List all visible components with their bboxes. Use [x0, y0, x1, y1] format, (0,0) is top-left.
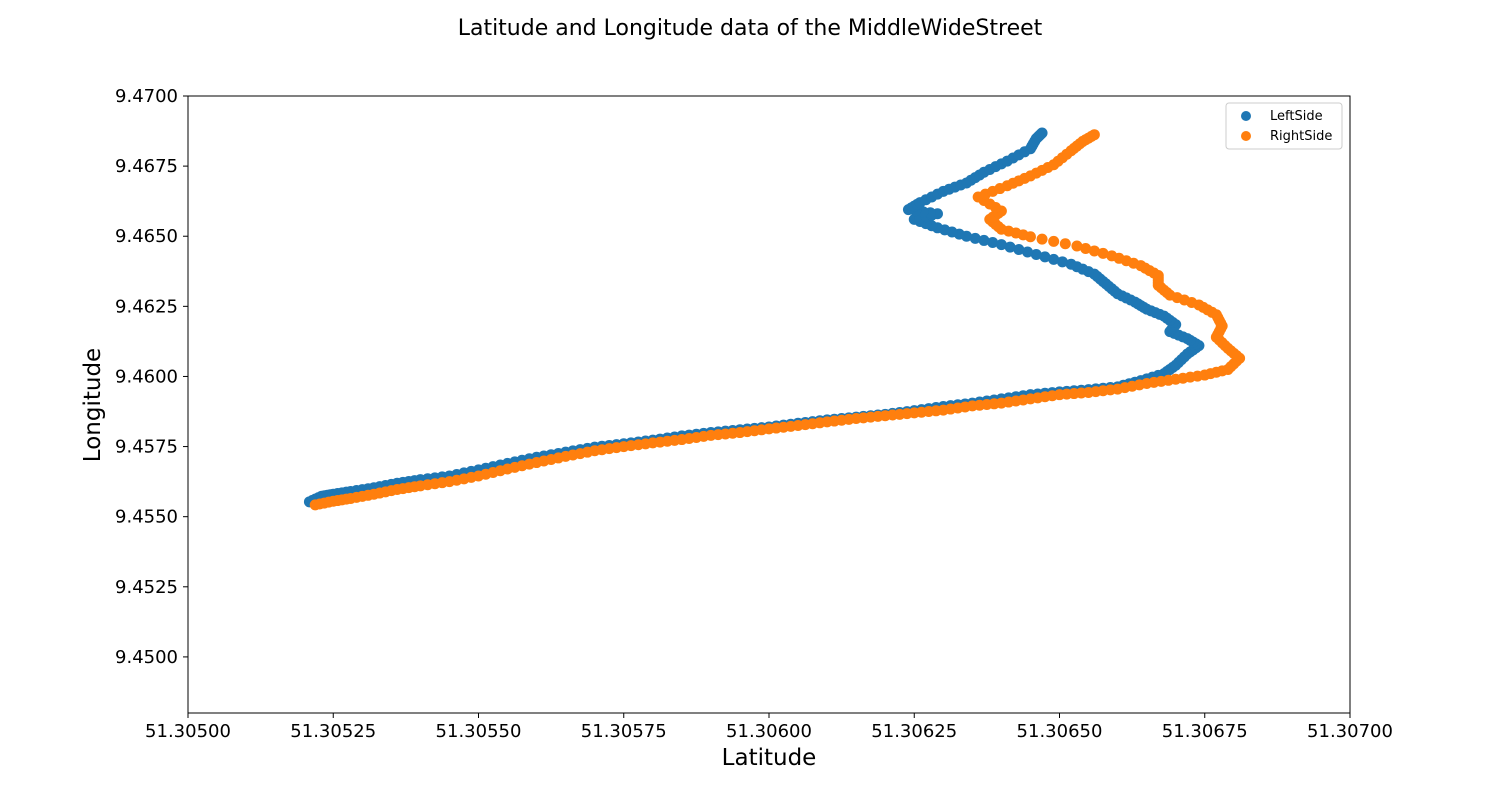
series-layer — [303, 127, 1246, 511]
x-axis-ticks: 51.30500 51.30525 51.30550 51.30575 51.30600… — [145, 713, 1393, 742]
legend-label-leftside: LeftSide — [1270, 109, 1323, 124]
scatter-point — [1004, 241, 1016, 253]
scatter-point — [1059, 238, 1071, 250]
y-axis-ticks: 9.4500 9.4525 9.4550 9.4575 9.4600 9.4625 9.46… — [115, 86, 188, 668]
scatter-point — [1022, 246, 1034, 258]
scatter-point — [987, 237, 999, 249]
y-tick-label: 9.4500 — [115, 647, 178, 668]
scatter-point — [1036, 233, 1048, 245]
series-rightside — [309, 129, 1246, 511]
plot-area-frame — [187, 95, 1351, 714]
y-tick-label: 9.4550 — [115, 507, 178, 528]
scatter-point — [1030, 248, 1042, 260]
scatter-point — [1048, 253, 1060, 265]
scatter-point — [1088, 129, 1100, 141]
scatter-point — [1048, 235, 1060, 247]
y-tick-label: 9.4650 — [115, 226, 178, 247]
scatter-point — [1013, 244, 1025, 256]
scatter-point — [1056, 256, 1068, 268]
scatter-point — [1080, 243, 1092, 254]
scatter-point — [1065, 258, 1077, 270]
legend-label-rightside: RightSide — [1270, 129, 1332, 144]
legend-marker-leftside — [1241, 111, 1251, 121]
chart-title: Latitude and Longitude data of the Middl… — [458, 16, 1043, 41]
legend-frame — [1225, 102, 1343, 150]
legend-marker-rightside — [1241, 131, 1251, 141]
x-tick-label: 51.30550 — [436, 721, 522, 742]
x-tick-label: 51.30700 — [1307, 721, 1393, 742]
scatter-point — [1088, 245, 1100, 257]
x-tick-label: 51.30525 — [290, 721, 376, 742]
y-tick-label: 9.4700 — [115, 86, 178, 107]
x-tick-label: 51.30650 — [1017, 721, 1103, 742]
scatter-point — [1036, 127, 1048, 139]
x-tick-label: 51.30500 — [145, 721, 231, 742]
scatter-point — [1071, 240, 1083, 252]
x-tick-label: 51.30625 — [871, 721, 957, 742]
legend: LeftSide RightSide — [1225, 102, 1343, 150]
x-tick-label: 51.30675 — [1162, 721, 1248, 742]
y-tick-label: 9.4625 — [115, 296, 178, 317]
y-tick-label: 9.4600 — [115, 366, 178, 387]
y-tick-label: 9.4675 — [115, 156, 178, 177]
scatter-point — [1039, 251, 1051, 263]
y-axis-label: Longitude — [80, 348, 106, 462]
x-axis-label: Latitude — [722, 745, 817, 771]
y-tick-label: 9.4575 — [115, 437, 178, 458]
x-tick-label: 51.30575 — [581, 721, 667, 742]
scatter-point — [1106, 250, 1118, 262]
x-tick-label: 51.30600 — [726, 721, 812, 742]
y-tick-label: 9.4525 — [115, 577, 178, 598]
series-leftside — [303, 127, 1205, 508]
scatter-point — [995, 239, 1007, 251]
scatter-point — [978, 234, 990, 246]
scatter-point — [1097, 247, 1109, 259]
scatter-point — [969, 232, 981, 244]
